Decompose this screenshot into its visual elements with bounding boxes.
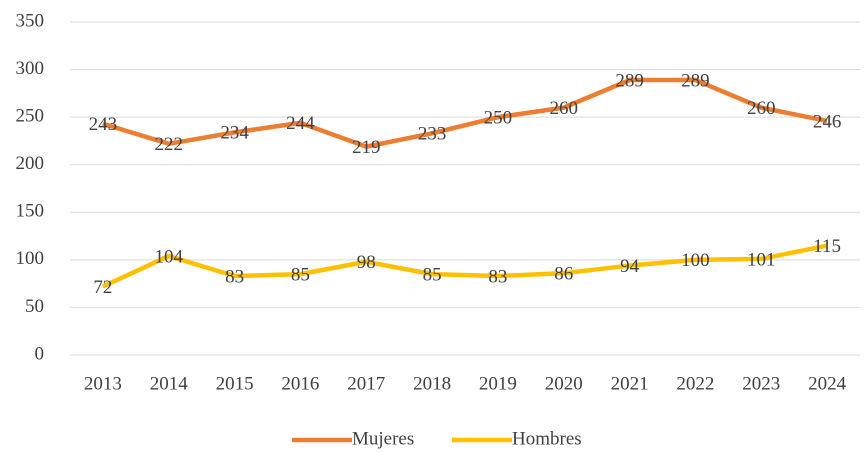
data-label: 250: [484, 108, 513, 129]
series-line: [102, 77, 828, 149]
data-label: 115: [813, 236, 841, 257]
y-tick-label: 50: [25, 296, 44, 317]
x-tick-label: 2013: [84, 373, 122, 394]
x-tick-label: 2024: [808, 373, 847, 394]
data-label: 98: [357, 252, 376, 273]
data-label: 72: [93, 277, 112, 298]
data-label: 101: [747, 249, 776, 270]
data-label: 94: [620, 256, 640, 277]
x-tick-label: 2021: [611, 373, 649, 394]
y-tick-label: 300: [16, 58, 45, 79]
y-tick-label: 200: [16, 153, 45, 174]
series-line: [101, 243, 828, 289]
legend-label: Mujeres: [352, 428, 414, 449]
data-label: 260: [550, 98, 579, 119]
data-label: 246: [813, 111, 842, 132]
x-tick-label: 2015: [216, 373, 254, 394]
data-label: 83: [225, 266, 244, 287]
data-label: 222: [155, 134, 184, 155]
legend-label: Hombres: [512, 428, 582, 449]
x-tick-label: 2020: [545, 373, 583, 394]
data-label: 289: [615, 70, 644, 91]
y-tick-label: 150: [16, 201, 45, 222]
data-label: 260: [747, 98, 776, 119]
x-tick-label: 2019: [479, 373, 517, 394]
x-tick-label: 2017: [347, 373, 385, 394]
y-tick-label: 0: [35, 343, 45, 364]
x-tick-label: 2022: [676, 373, 714, 394]
data-label: 104: [155, 246, 184, 267]
data-label: 243: [89, 114, 118, 135]
x-tick-label: 2016: [281, 373, 319, 394]
data-label: 244: [286, 113, 315, 134]
data-label: 100: [681, 250, 710, 271]
data-label: 85: [423, 264, 442, 285]
data-label: 234: [220, 123, 249, 144]
data-label: 85: [291, 264, 310, 285]
data-label: 233: [418, 124, 447, 145]
x-tick-label: 2014: [150, 373, 189, 394]
x-tick-label: 2023: [742, 373, 780, 394]
x-tick-label: 2018: [413, 373, 451, 394]
y-tick-label: 250: [16, 106, 45, 127]
data-label: 219: [352, 137, 381, 158]
data-label: 83: [488, 266, 507, 287]
y-tick-label: 100: [16, 248, 45, 269]
y-tick-label: 350: [16, 10, 45, 31]
data-label: 86: [554, 264, 573, 285]
data-label: 289: [681, 70, 710, 91]
